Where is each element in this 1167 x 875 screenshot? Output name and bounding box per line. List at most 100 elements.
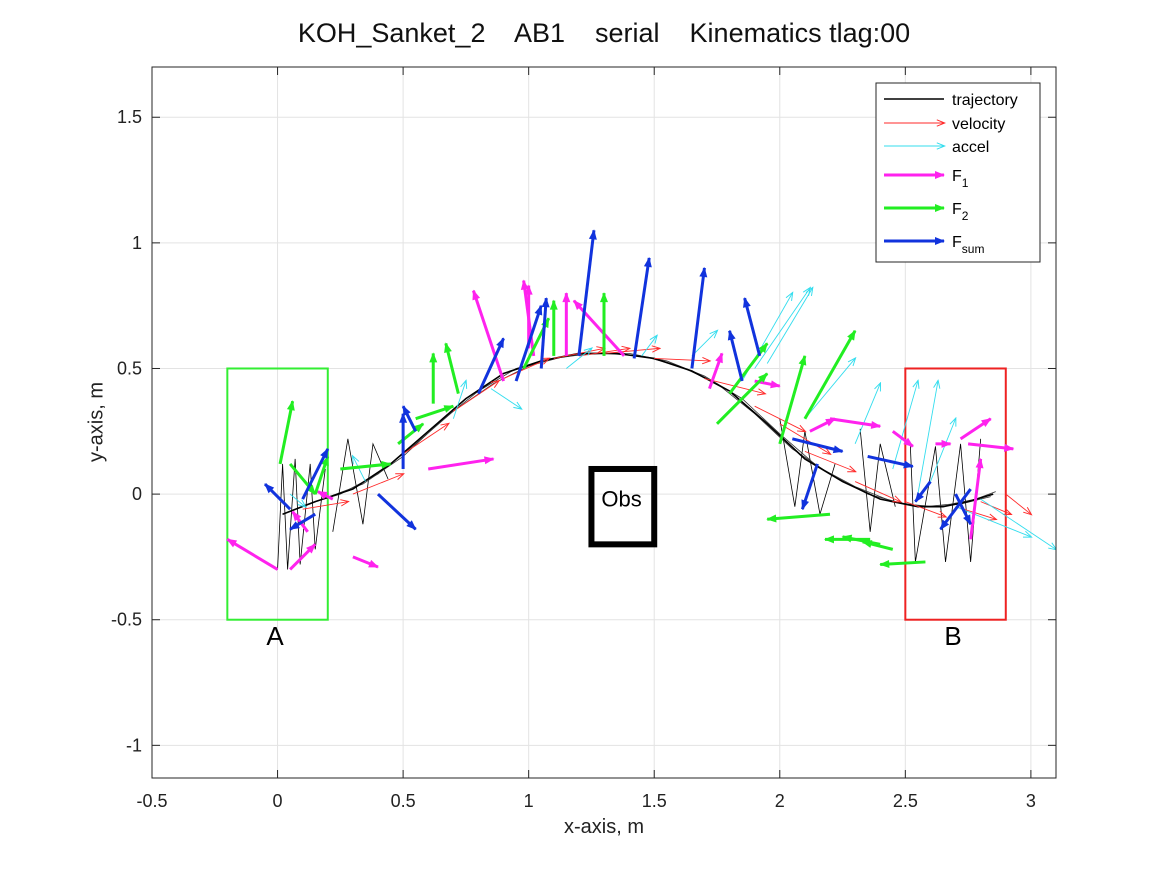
F2-arrow xyxy=(444,342,460,394)
velocity-arrow xyxy=(453,381,498,412)
legend-label-subscript: 1 xyxy=(962,176,969,190)
F2-arrow xyxy=(715,372,769,425)
x-tick-label: 1 xyxy=(524,791,534,811)
legend-box xyxy=(875,82,1041,263)
Fsum-arrow xyxy=(577,229,597,357)
accel-arrow xyxy=(691,331,717,357)
F1-arrow xyxy=(708,352,724,390)
F1-arrow xyxy=(891,430,914,448)
x-tick-label: 1.5 xyxy=(642,791,667,811)
y-tick-label: 1.5 xyxy=(117,107,142,127)
accel-arrow xyxy=(754,288,810,369)
x-tick-label: 2 xyxy=(775,791,785,811)
F2-arrow xyxy=(340,460,392,471)
F1-arrow xyxy=(969,457,984,540)
F2-arrow xyxy=(778,354,807,445)
x-axis-label: x-axis, m xyxy=(564,816,644,838)
obstacle-box xyxy=(588,465,658,548)
Fsum-arrow xyxy=(539,297,550,369)
Fsum-arrow xyxy=(514,304,543,382)
F2-arrow xyxy=(861,540,894,551)
F1-arrow xyxy=(352,555,379,569)
x-tick-label: -0.5 xyxy=(136,791,167,811)
y-tick-label: 0 xyxy=(132,484,142,504)
F2-arrow xyxy=(415,404,455,421)
Fsum-arrow xyxy=(477,337,505,395)
trajectory-sway xyxy=(859,428,896,532)
Fsum-arrow xyxy=(939,488,972,531)
Fsum-arrow xyxy=(914,480,932,503)
Fsum-arrow xyxy=(376,493,417,531)
goal-region-B-label: B xyxy=(944,621,961,651)
regions: A B Obs xyxy=(226,367,1007,651)
F2-arrow xyxy=(879,559,926,568)
velocity-arrow xyxy=(854,481,900,502)
Fsum-arrow xyxy=(800,463,819,511)
legend-label: accel xyxy=(952,139,989,156)
accel-arrow xyxy=(566,348,591,369)
legend-label: velocity xyxy=(952,116,1005,133)
F2-arrow xyxy=(313,455,330,495)
y-tick-label: -0.5 xyxy=(111,610,142,630)
Fsum-arrow xyxy=(727,329,744,382)
axes-box xyxy=(151,66,1057,779)
velocity-arrow xyxy=(603,348,659,354)
obstacle-label: Obs xyxy=(601,487,641,512)
x-tick-label: 2.5 xyxy=(893,791,918,811)
Fsum-arrow xyxy=(867,454,914,469)
velocity-arrow xyxy=(779,423,830,454)
axes-frame xyxy=(151,66,1057,779)
start-region-A-label: A xyxy=(266,621,284,651)
velocity-arrow xyxy=(905,501,945,517)
velocity-arrow xyxy=(754,405,805,431)
Fsum-arrow xyxy=(263,482,292,511)
velocity-arrow xyxy=(302,502,348,510)
Fsum-arrow xyxy=(632,256,652,359)
F1-arrow xyxy=(829,417,882,429)
x-tick-label: 3 xyxy=(1026,791,1036,811)
x-tick-label: 0 xyxy=(273,791,283,811)
accel-arrow xyxy=(804,358,855,420)
Fsum-arrow xyxy=(401,405,418,432)
F2-arrow xyxy=(728,342,769,395)
F1-arrow xyxy=(959,417,992,441)
Fsum-arrow xyxy=(791,437,844,454)
velocity-arrow xyxy=(654,358,709,361)
F1-arrow xyxy=(316,490,334,501)
y-tick-label: -1 xyxy=(126,735,142,755)
F1-arrow xyxy=(226,538,279,571)
chart-title: KOH_Sanket_2 AB1 serial Kinematics tlag:… xyxy=(297,18,911,48)
velocity-arrow xyxy=(402,424,448,455)
Fsum-arrow xyxy=(289,512,316,531)
F2-arrow xyxy=(803,329,857,420)
F2-arrow xyxy=(841,534,881,546)
start-region-A xyxy=(226,367,329,621)
F2-arrow xyxy=(278,400,295,465)
accel-arrow xyxy=(452,381,466,419)
velocity-arrow xyxy=(352,474,403,495)
accel-arrow xyxy=(980,498,1056,549)
Fsum-arrow xyxy=(743,297,762,357)
Fsum-arrow xyxy=(301,447,330,500)
Fsum-arrow xyxy=(954,493,972,526)
velocity-arrow xyxy=(804,450,855,471)
F1-arrow xyxy=(967,442,1015,452)
accel-arrow xyxy=(917,381,938,495)
accel-arrow xyxy=(353,456,366,482)
F1-arrow xyxy=(572,299,626,357)
vector-series xyxy=(226,229,1056,571)
accel-arrow xyxy=(892,381,918,470)
x-tick-label: 0.5 xyxy=(391,791,416,811)
y-axis-label: y-axis, m xyxy=(85,382,108,462)
legend-label: trajectory xyxy=(952,92,1018,109)
Fsum-arrow xyxy=(690,266,708,369)
F1-arrow xyxy=(471,289,505,382)
tick-labels: -0.5 0 0.5 1 1.5 2 2.5 3 -1 -0.5 0 0.5 1 1.5 xyxy=(111,107,1036,811)
F2-arrow xyxy=(766,512,831,523)
accel-arrow xyxy=(930,419,955,482)
accel-arrow xyxy=(490,388,521,409)
F1-arrow xyxy=(809,417,836,433)
